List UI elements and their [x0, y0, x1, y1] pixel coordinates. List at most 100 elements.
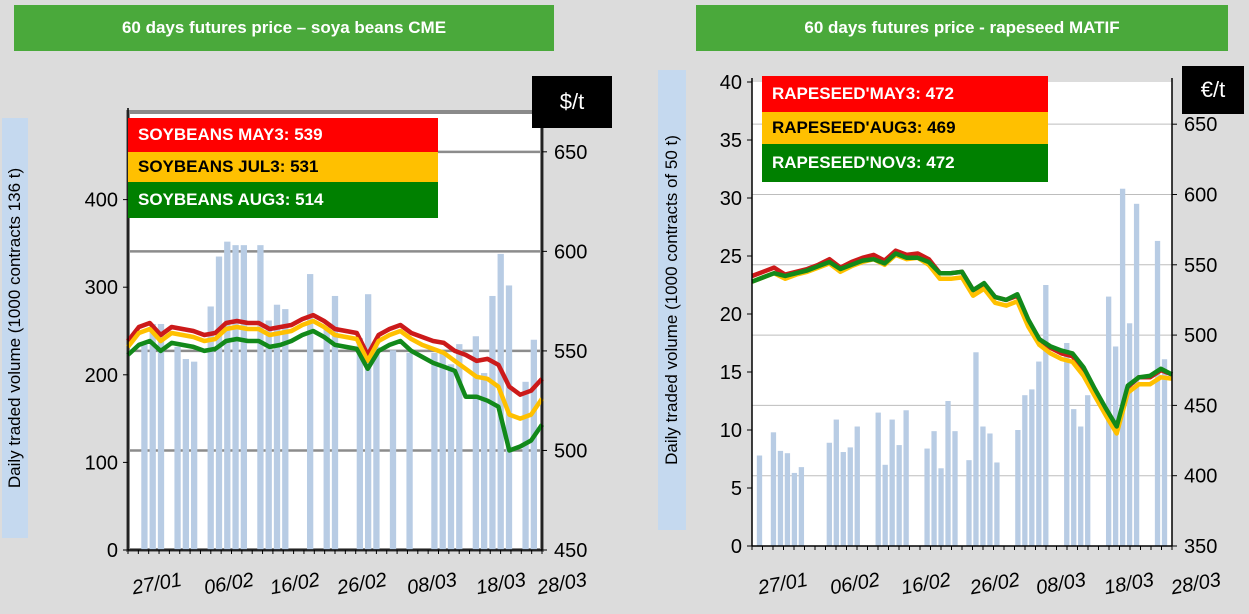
- chart-title-rapeseed: 60 days futures price - rapeseed MATIF: [696, 5, 1228, 51]
- soy-right-tick-label: 650: [554, 142, 587, 164]
- soy-volume-bar: [505, 285, 513, 550]
- soy-volume-bar: [232, 245, 239, 551]
- rape-volume-bar: [896, 445, 902, 546]
- legend-soy-may: SOYBEANS MAY3: 539: [128, 118, 438, 152]
- rape-x-tick-label: 08/03: [1034, 569, 1087, 599]
- soy-volume-bar: [389, 350, 397, 550]
- rape-right-tick-label: 400: [1184, 466, 1217, 488]
- rape-volume-bar: [1126, 323, 1133, 546]
- soy-right-tick-label: 500: [554, 440, 587, 462]
- soy-right-tick-label: 550: [554, 341, 587, 363]
- rape-volume-bar: [1022, 395, 1028, 546]
- rape-volume-bar: [882, 464, 888, 546]
- soy-volume-bar: [456, 344, 463, 550]
- soy-right-tick-label: 450: [554, 540, 587, 562]
- rape-volume-bar: [1119, 188, 1126, 546]
- rape-volume-bar: [889, 419, 895, 546]
- soy-volume-bar: [215, 256, 223, 550]
- rape-volume-bar: [1161, 359, 1168, 546]
- rape-volume-bar: [1133, 203, 1140, 547]
- rape-volume-bar: [847, 447, 853, 546]
- rape-right-tick-label: 350: [1184, 536, 1217, 558]
- soy-volume-bar: [257, 245, 264, 551]
- rape-volume-bar: [1015, 430, 1021, 546]
- soy-volume-bar: [356, 338, 364, 550]
- rape-volume-bar: [756, 455, 763, 546]
- rape-volume-bar: [1036, 361, 1042, 546]
- soy-volume-bar: [530, 339, 538, 550]
- rape-volume-bar: [784, 453, 791, 546]
- legend-soy-aug: SOYBEANS AUG3: 514: [128, 182, 438, 218]
- rape-volume-bar: [938, 468, 944, 546]
- rape-volume-bar: [924, 448, 930, 546]
- rape-volume-bar: [973, 352, 979, 546]
- soy-volume-bar: [447, 364, 455, 550]
- rape-x-tick-label: 26/02: [967, 569, 1021, 600]
- soy-volume-bar: [182, 359, 190, 550]
- rape-left-tick-label: 0: [731, 536, 742, 558]
- legend-rape-may: RAPESEED'MAY3: 472: [762, 76, 1048, 112]
- rape-volume-bar: [840, 452, 846, 546]
- soy-volume-bar: [174, 346, 181, 550]
- soy-volume-bar: [522, 381, 529, 550]
- rape-volume-bar: [952, 431, 958, 546]
- rape-right-tick-label: 550: [1184, 255, 1217, 277]
- rape-right-tick-label: 600: [1184, 184, 1217, 206]
- soy-volume-bar: [331, 295, 339, 550]
- soy-x-tick-label: 26/02: [334, 569, 388, 600]
- soy-volume-bar: [472, 336, 480, 550]
- y-axis-label-soy: Daily traded volume (1000 contracts 136 …: [2, 118, 28, 538]
- rape-x-tick-label: 16/02: [899, 569, 952, 599]
- rape-left-tick-label: 15: [720, 362, 742, 384]
- soy-volume-bar: [497, 253, 504, 551]
- soy-volume-bar: [224, 241, 231, 550]
- legend-rape-nov: RAPESEED'NOV3: 472: [762, 144, 1048, 182]
- rape-x-tick-label: 06/02: [828, 569, 881, 599]
- rape-volume-bar: [777, 450, 784, 546]
- soy-volume-bar: [265, 320, 272, 550]
- rape-left-tick-label: 35: [720, 130, 742, 152]
- rape-volume-bar: [994, 462, 1000, 546]
- rape-left-tick-label: 40: [720, 72, 742, 94]
- rape-left-tick-label: 20: [720, 304, 742, 326]
- rape-volume-bar: [833, 419, 839, 546]
- rape-volume-bar: [1112, 346, 1119, 546]
- rape-volume-bar: [798, 467, 805, 546]
- rape-left-tick-label: 25: [720, 246, 742, 268]
- rape-volume-bar: [791, 472, 798, 546]
- soy-left-tick-label: 400: [85, 190, 118, 212]
- rape-volume-bar: [1029, 389, 1035, 546]
- soy-volume-bar: [373, 346, 380, 550]
- rape-volume-bar: [1043, 285, 1049, 546]
- rape-volume-bar: [903, 410, 909, 546]
- rape-volume-bar: [1078, 426, 1084, 546]
- rape-right-tick-label: 450: [1184, 395, 1217, 417]
- rape-x-tick-label: 27/01: [755, 569, 809, 600]
- rape-volume-bar: [826, 442, 832, 546]
- unit-label-soy: $/t: [532, 76, 612, 128]
- rape-volume-bar: [770, 432, 777, 546]
- rape-volume-bar: [875, 412, 881, 546]
- soy-volume-bar: [207, 306, 214, 550]
- rape-x-tick-label: 18/03: [1102, 569, 1155, 599]
- legend-soy-jul: SOYBEANS JUL3: 531: [128, 152, 438, 182]
- rape-line-aug: [751, 251, 1174, 429]
- rape-volume-bar: [966, 460, 972, 546]
- soy-left-tick-label: 200: [85, 365, 118, 387]
- soy-line-aug: [126, 328, 544, 453]
- rape-volume-bar: [945, 401, 951, 546]
- rape-volume-bar: [1154, 240, 1161, 547]
- soy-line-may: [126, 312, 544, 397]
- soy-volume-bar: [306, 274, 314, 550]
- soy-right-tick-label: 600: [554, 241, 587, 263]
- rape-volume-bar: [980, 426, 986, 546]
- soy-left-tick-label: 100: [85, 452, 118, 474]
- rape-left-tick-label: 10: [720, 420, 742, 442]
- soy-volume-bar: [149, 323, 156, 550]
- soy-volume-bar: [323, 326, 330, 550]
- rape-left-tick-label: 5: [731, 478, 742, 500]
- unit-label-rapeseed: €/t: [1182, 66, 1244, 114]
- soy-x-tick-label: 27/01: [129, 569, 183, 600]
- soy-x-tick-label: 08/03: [405, 569, 458, 599]
- y-axis-label-rapeseed: Daily traded volume (1000 contracts of 5…: [658, 70, 686, 530]
